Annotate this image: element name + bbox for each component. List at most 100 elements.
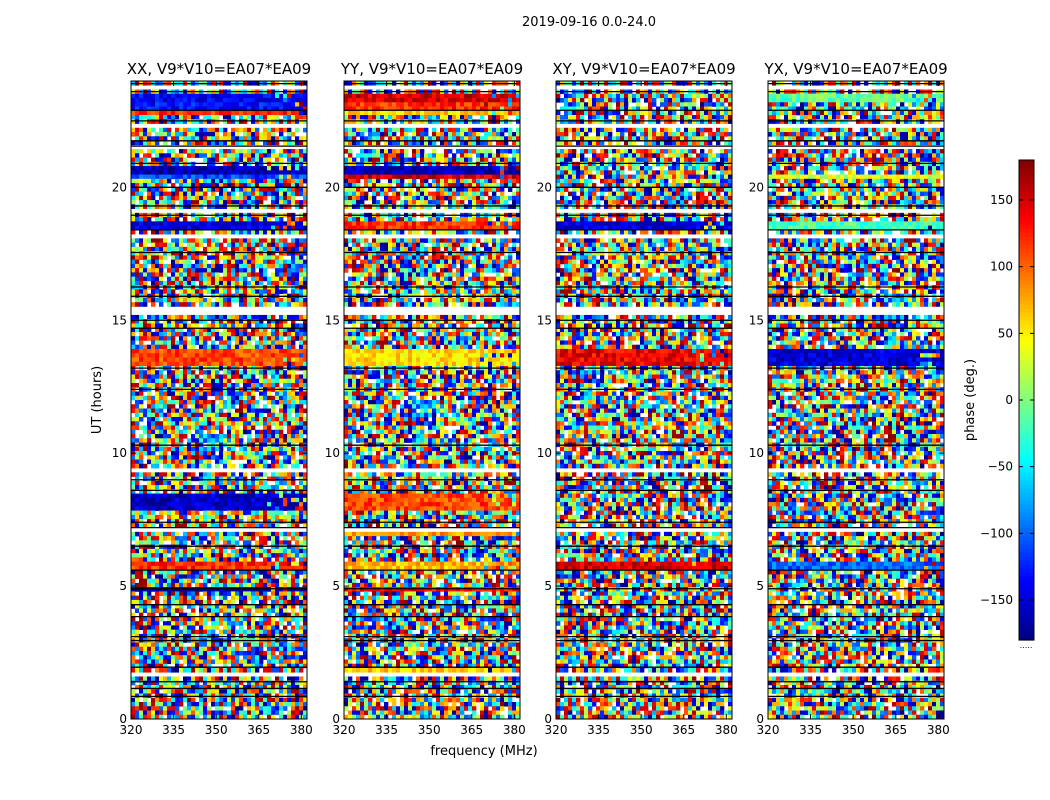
heat-cell <box>251 344 256 350</box>
heat-cell <box>203 149 208 154</box>
heat-cell <box>151 246 156 252</box>
heat-cell <box>211 455 216 460</box>
heat-cell <box>271 378 276 384</box>
heat-cell <box>163 434 168 439</box>
heat-cell <box>211 544 216 550</box>
heat-cell <box>247 531 252 537</box>
heat-cell <box>143 578 148 584</box>
heat-cell <box>183 272 188 277</box>
heat-cell <box>255 187 260 192</box>
heat-cell <box>295 582 300 588</box>
heat-cell <box>235 336 240 341</box>
heat-cell <box>235 395 240 401</box>
heat-cell <box>267 531 272 537</box>
heat-cell <box>247 604 252 609</box>
heat-cell <box>215 506 220 511</box>
heat-cell <box>151 378 156 384</box>
heat-cell <box>203 276 208 282</box>
heat-cell <box>159 174 164 180</box>
heat-cell <box>159 361 164 367</box>
heat-cell <box>131 438 136 443</box>
heat-cell <box>215 268 220 273</box>
heat-cell <box>299 115 304 120</box>
heat-cell <box>263 531 268 537</box>
heat-cell <box>171 161 176 167</box>
heat-cell <box>271 246 276 252</box>
heat-cell <box>243 357 248 363</box>
heat-cell <box>243 446 248 452</box>
heat-cell <box>155 191 160 197</box>
heat-cell <box>159 523 164 528</box>
heat-cell <box>279 161 284 167</box>
heat-cell <box>219 587 224 592</box>
heat-cell <box>231 93 236 99</box>
heat-cell <box>195 127 200 133</box>
heat-cell <box>251 276 256 282</box>
heat-cell <box>231 455 236 460</box>
heat-cell <box>231 268 236 273</box>
heat-cell <box>227 476 232 482</box>
heat-cell <box>243 353 248 358</box>
heat-cell <box>267 187 272 192</box>
heat-cell <box>135 153 140 158</box>
heat-cell <box>159 229 164 235</box>
heat-cell <box>287 93 292 99</box>
heat-cell <box>155 157 160 163</box>
heat-cell <box>215 374 220 380</box>
heat-cell <box>259 221 264 226</box>
heat-cell <box>159 506 164 511</box>
heat-cell <box>199 319 204 324</box>
heat-cell <box>215 625 220 631</box>
heat-cell <box>211 570 216 575</box>
heat-cell <box>187 136 192 141</box>
heat-cell <box>143 506 148 511</box>
heat-cell <box>279 476 284 482</box>
heat-cell <box>171 616 176 622</box>
heat-cell <box>267 115 272 120</box>
heat-cell <box>207 502 212 507</box>
heat-cell <box>179 582 184 588</box>
heat-cell <box>231 344 236 350</box>
heat-cell <box>247 259 252 265</box>
heat-cell <box>187 421 192 426</box>
heat-cell <box>291 548 296 554</box>
heat-cell <box>223 119 228 124</box>
heat-cell <box>135 455 140 460</box>
heat-cell <box>179 412 184 418</box>
heat-cell <box>259 272 264 277</box>
heat-cell <box>159 429 164 435</box>
heat-cell <box>259 565 264 571</box>
heat-cell <box>263 357 268 363</box>
heat-cell <box>287 374 292 380</box>
heat-cell <box>135 149 140 154</box>
heat-cell <box>139 493 144 499</box>
heat-cell <box>259 242 264 248</box>
heat-cell <box>179 127 184 133</box>
heat-cell <box>247 544 252 550</box>
heat-cell <box>243 178 248 184</box>
heat-cell <box>299 272 304 277</box>
heat-cell <box>255 565 260 571</box>
heat-cell <box>199 434 204 439</box>
heat-cell <box>299 561 304 567</box>
heat-cell <box>295 599 300 605</box>
heat-cell <box>135 106 140 112</box>
heat-cell <box>247 382 252 388</box>
heat-cell <box>167 370 172 375</box>
heat-cell <box>199 221 204 226</box>
heat-cell <box>239 242 244 248</box>
heat-cell <box>211 119 216 124</box>
heat-cell <box>227 408 232 414</box>
heat-cell <box>287 519 292 524</box>
heat-cell <box>295 570 300 575</box>
heat-cell <box>175 459 180 465</box>
heat-cell <box>283 344 288 350</box>
heat-cell <box>175 157 180 163</box>
heat-cell <box>223 255 228 260</box>
heat-cell <box>223 374 228 380</box>
heat-cell <box>143 119 148 124</box>
heat-cell <box>175 604 180 609</box>
heat-cell <box>299 476 304 482</box>
heat-cell <box>223 161 228 167</box>
heat-cell <box>231 612 236 618</box>
